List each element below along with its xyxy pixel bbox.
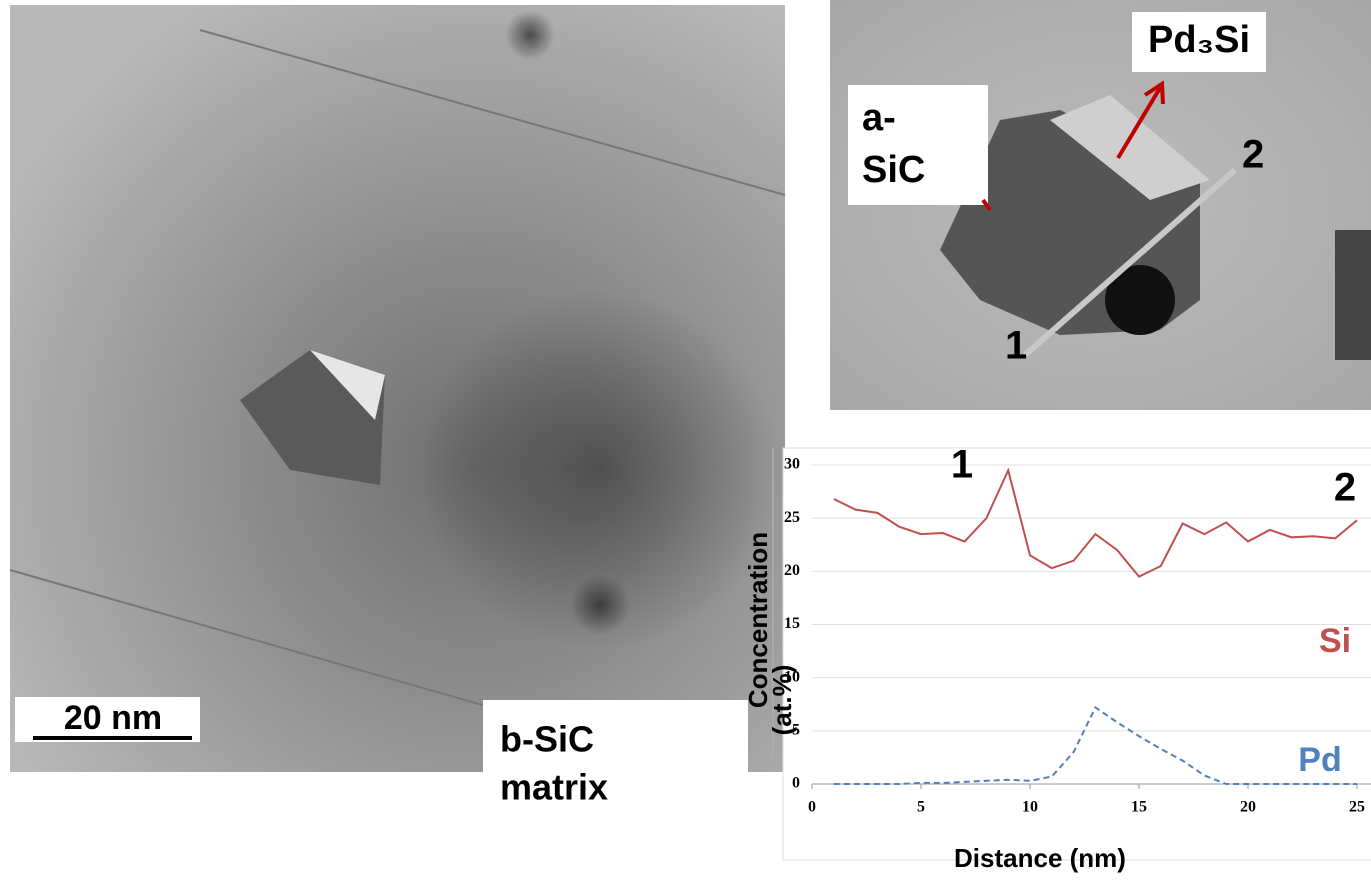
x-axis-title: Distance (nm) [954, 843, 1126, 873]
pd3si-label: Pd₃Si [1148, 19, 1250, 61]
series-label: Si [1319, 622, 1351, 660]
x-tick-label: 15 [1131, 799, 1147, 816]
figure: 20 nm b-SiC matrix Pd₃Si a- SiC 1 2 0510… [0, 0, 1371, 888]
chart-frame [783, 448, 1371, 860]
point-label: 1 [1005, 324, 1027, 368]
matrix-label: b-SiC [500, 719, 594, 760]
x-tick-label: 0 [808, 799, 816, 816]
tem-image-left [10, 5, 785, 772]
series-label: Pd [1298, 741, 1341, 779]
x-tick-label: 20 [1240, 799, 1256, 816]
y-tick-label: 25 [784, 509, 800, 526]
asic-label: a- [862, 97, 896, 139]
y-tick-label: 15 [784, 615, 800, 632]
scale-label: 20 nm [64, 699, 162, 737]
y-tick-label: 20 [784, 562, 800, 579]
x-tick-label: 25 [1349, 799, 1365, 816]
x-tick-label: 5 [917, 799, 925, 816]
point-label: 2 [1242, 133, 1264, 177]
x-tick-label: 10 [1022, 799, 1038, 816]
matrix-label: matrix [500, 767, 608, 808]
y-tick-label: 0 [792, 775, 800, 792]
asic-label: SiC [862, 149, 925, 191]
annotation: 1 [951, 443, 973, 487]
y-tick-label: 30 [784, 456, 800, 473]
page: {"chart_data":{"type":"line", "x_label":… [0, 0, 1371, 888]
y-axis-title: (at.%) [767, 665, 797, 736]
annotation: 2 [1334, 466, 1356, 510]
